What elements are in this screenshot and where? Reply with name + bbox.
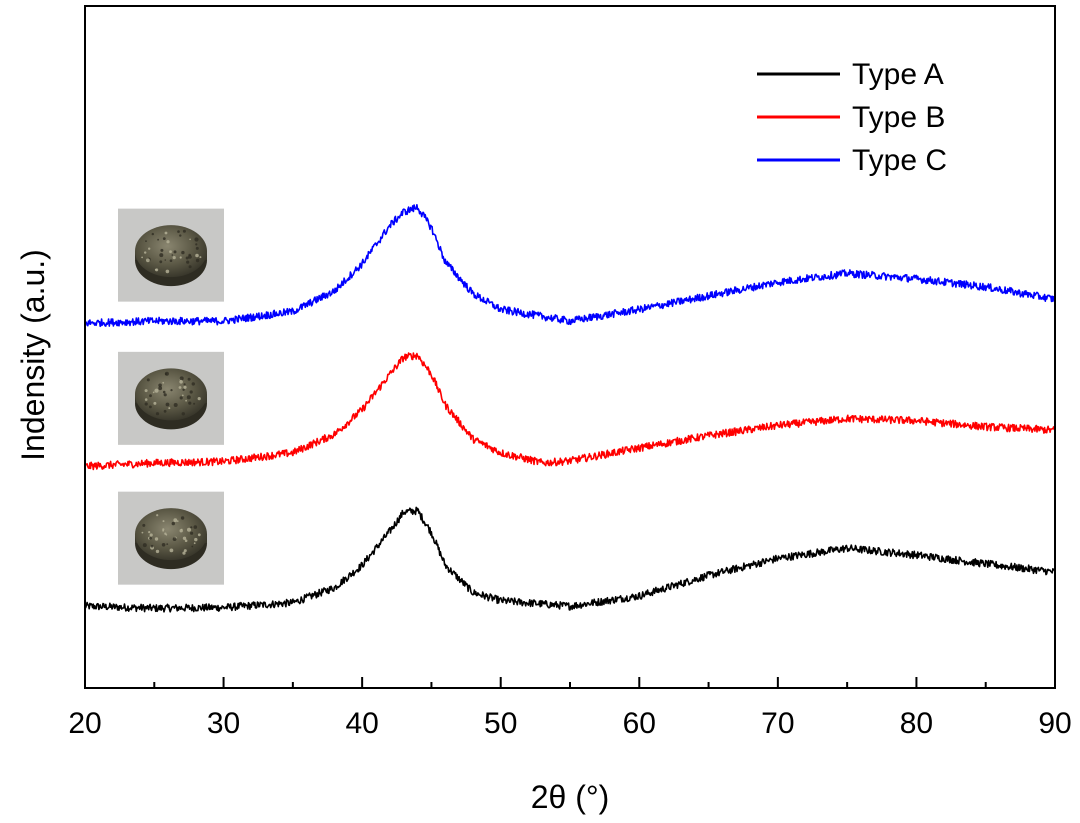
series-layer: [85, 204, 1055, 613]
x-tick-label: 40: [345, 707, 378, 740]
x-tick-label: 70: [761, 707, 794, 740]
x-tick-label: 90: [1038, 707, 1071, 740]
x-axis-title: 2θ (°): [531, 779, 610, 815]
x-axis-ticks: 20 30 40 50 60 70 80 90: [68, 677, 1072, 740]
x-tick-label: 60: [623, 707, 656, 740]
y-axis-title: Indensity (a.u.): [15, 249, 51, 461]
type-a-sample-photo: [118, 491, 224, 585]
series-line: [85, 204, 1055, 328]
legend: Type A Type B Type C: [757, 58, 947, 177]
sample-photos: [118, 208, 224, 585]
x-tick-label: 80: [900, 707, 933, 740]
x-tick-label: 50: [484, 707, 517, 740]
series-line: [85, 506, 1055, 613]
x-tick-label: 30: [207, 707, 240, 740]
legend-label: Type A: [852, 58, 944, 91]
type-c-sample-photo: [118, 208, 224, 302]
legend-label: Type B: [852, 101, 945, 134]
legend-label: Type C: [852, 144, 947, 177]
series-line: [85, 352, 1055, 471]
x-tick-label: 20: [68, 707, 101, 740]
type-b-sample-photo: [118, 351, 224, 445]
